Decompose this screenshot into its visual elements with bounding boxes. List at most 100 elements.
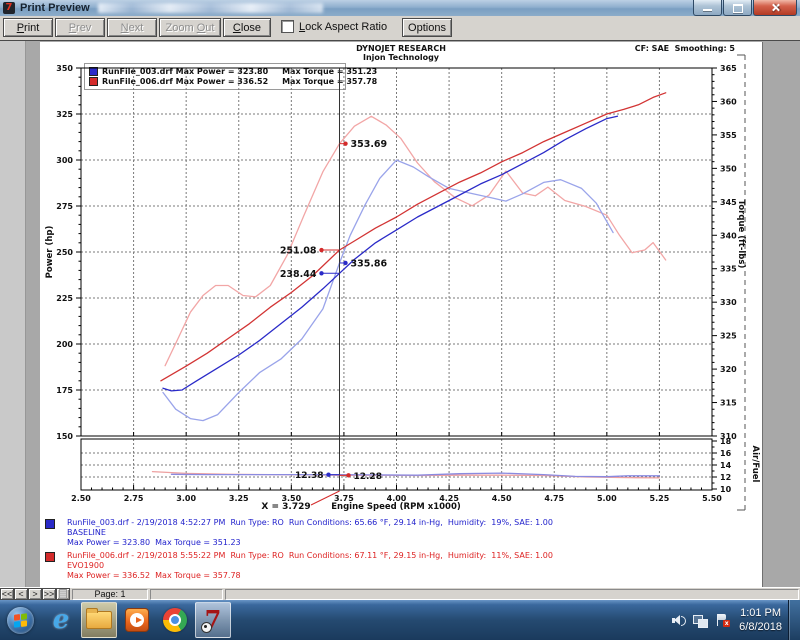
soccer-ball-icon xyxy=(201,622,212,633)
windows-flag-icon xyxy=(14,612,27,628)
zoom-out-button[interactable]: Zoom Out xyxy=(159,18,221,37)
svg-text:315: 315 xyxy=(720,399,737,408)
svg-text:330: 330 xyxy=(720,298,737,307)
maximize-icon xyxy=(733,4,743,13)
internet-explorer-icon: e xyxy=(52,605,70,635)
close-window-button[interactable] xyxy=(753,0,797,16)
clock-date: 6/8/2018 xyxy=(739,621,782,633)
svg-text:Engine Speed (RPM x1000): Engine Speed (RPM x1000) xyxy=(331,502,461,512)
correction-smoothing-note: CF: SAE Smoothing: 5 xyxy=(634,44,735,53)
report-page: DYNOJET RESEARCH Injon Technology CF: SA… xyxy=(40,42,763,588)
svg-text:5.50: 5.50 xyxy=(702,494,722,503)
show-desktop-button[interactable] xyxy=(788,600,800,640)
svg-text:360: 360 xyxy=(720,97,737,106)
taskbar-chrome-button[interactable] xyxy=(157,602,193,638)
window-title: Print Preview xyxy=(20,2,90,14)
lock-aspect-ratio-checkbox[interactable] xyxy=(281,20,294,33)
svg-text:345: 345 xyxy=(720,198,737,207)
svg-text:175: 175 xyxy=(56,386,73,395)
statusbar-panel xyxy=(225,588,799,600)
network-icon[interactable] xyxy=(692,612,709,628)
svg-text:300: 300 xyxy=(56,156,73,165)
clock-time: 1:01 PM xyxy=(740,607,782,619)
svg-text:Torque (ft-lbs): Torque (ft-lbs) xyxy=(736,200,746,269)
run-name-line: EVO1900 xyxy=(67,561,105,570)
svg-text:350: 350 xyxy=(720,164,737,173)
last-page-button[interactable]: >> xyxy=(42,588,56,600)
close-icon xyxy=(771,3,780,12)
legend-row: RunFile_003.drf Max Power = 323.80 Max T… xyxy=(89,67,377,76)
svg-text:Power (hp): Power (hp) xyxy=(45,226,55,279)
page-icon xyxy=(59,589,67,599)
titlebar[interactable]: 7 Print Preview xyxy=(0,0,800,16)
dyno-chart: 150 175 200 225 250 275 300 325 350 310 315 320 325 3… xyxy=(45,54,760,512)
taskbar-internet-explorer-button[interactable]: e xyxy=(43,602,79,638)
svg-text:225: 225 xyxy=(56,294,73,303)
svg-text:4.00: 4.00 xyxy=(387,494,407,503)
svg-text:12: 12 xyxy=(720,473,731,482)
run-details-line: RunFile_006.drf - 2/19/2018 5:55:22 PM R… xyxy=(67,551,553,560)
minimize-button[interactable] xyxy=(693,0,722,16)
run-info-block-baseline: RunFile_003.drf - 2/19/2018 4:52:27 PM R… xyxy=(45,518,553,548)
legend-text-run003: RunFile_003.drf Max Power = 323.80 Max T… xyxy=(102,67,378,76)
run-name-line: BASELINE xyxy=(67,528,106,537)
run-swatch-evo1900 xyxy=(45,552,55,562)
svg-text:325: 325 xyxy=(56,110,73,119)
svg-text:238.44: 238.44 xyxy=(280,269,317,280)
run-max-line: Max Power = 323.80 Max Torque = 351.23 xyxy=(67,538,241,547)
page-number-panel: Page: 1 xyxy=(72,588,148,600)
preview-area: DYNOJET RESEARCH Injon Technology CF: SA… xyxy=(0,40,800,588)
prev-button[interactable]: Prev xyxy=(55,18,105,37)
taskbar-dyno-app-button[interactable]: 7 xyxy=(195,602,231,638)
svg-text:4.50: 4.50 xyxy=(492,494,512,503)
first-page-button[interactable]: << xyxy=(0,588,14,600)
svg-text:150: 150 xyxy=(56,432,73,441)
svg-text:335.86: 335.86 xyxy=(350,258,387,269)
media-player-icon xyxy=(125,608,149,632)
folder-icon xyxy=(86,608,112,629)
action-center-flag-icon[interactable]: x xyxy=(714,612,731,628)
svg-text:4.25: 4.25 xyxy=(439,494,459,503)
svg-text:325: 325 xyxy=(720,332,737,341)
run-info-block-evo1900: RunFile_006.drf - 2/19/2018 5:55:22 PM R… xyxy=(45,551,553,581)
options-button[interactable]: Options xyxy=(402,18,452,37)
svg-text:200: 200 xyxy=(56,340,73,349)
svg-text:2.50: 2.50 xyxy=(71,494,91,503)
svg-text:3.75: 3.75 xyxy=(334,494,354,503)
start-button[interactable] xyxy=(7,606,34,634)
svg-text:16: 16 xyxy=(720,449,732,458)
run-details-line: RunFile_003.drf - 2/19/2018 4:52:27 PM R… xyxy=(67,518,553,527)
svg-text:5.25: 5.25 xyxy=(650,494,670,503)
goto-page-button[interactable] xyxy=(56,588,70,600)
svg-text:251.08: 251.08 xyxy=(280,246,317,257)
svg-text:250: 250 xyxy=(56,248,73,257)
svg-text:18: 18 xyxy=(720,437,732,446)
next-button[interactable]: Next xyxy=(107,18,157,37)
volume-icon[interactable] xyxy=(670,612,687,628)
system-tray: x 1:01 PM 6/8/2018 xyxy=(667,600,800,640)
svg-text:2.75: 2.75 xyxy=(124,494,144,503)
run-swatch-baseline xyxy=(45,519,55,529)
svg-text:320: 320 xyxy=(720,365,737,374)
clock[interactable]: 1:01 PM 6/8/2018 xyxy=(739,606,782,634)
svg-text:340: 340 xyxy=(720,231,737,240)
svg-text:353.69: 353.69 xyxy=(350,139,387,150)
svg-text:3.50: 3.50 xyxy=(281,494,301,503)
report-title: DYNOJET RESEARCH xyxy=(356,44,446,53)
svg-text:X = 3.729: X = 3.729 xyxy=(261,502,310,512)
svg-text:355: 355 xyxy=(720,131,737,140)
prev-page-button[interactable]: < xyxy=(14,588,28,600)
taskbar-explorer-button[interactable] xyxy=(81,602,117,638)
app-icon: 7 xyxy=(3,2,15,14)
statusbar: << < > >> Page: 1 xyxy=(0,587,800,600)
close-preview-button[interactable]: Close xyxy=(223,18,271,37)
run-max-line: Max Power = 336.52 Max Torque = 357.78 xyxy=(67,571,241,580)
next-page-button[interactable]: > xyxy=(28,588,42,600)
print-button[interactable]: Print xyxy=(3,18,53,37)
preview-left-margin xyxy=(0,41,26,587)
maximize-button[interactable] xyxy=(723,0,752,16)
taskbar-media-player-button[interactable] xyxy=(119,602,155,638)
svg-text:3.00: 3.00 xyxy=(176,494,196,503)
svg-text:275: 275 xyxy=(56,202,73,211)
svg-text:12.28: 12.28 xyxy=(353,472,381,482)
